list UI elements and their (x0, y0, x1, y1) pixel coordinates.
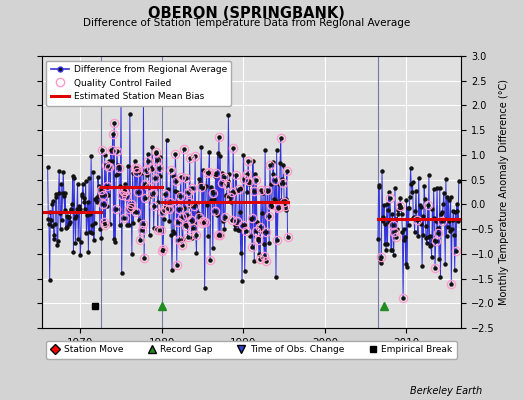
Text: Berkeley Earth: Berkeley Earth (410, 386, 482, 396)
Y-axis label: Monthly Temperature Anomaly Difference (°C): Monthly Temperature Anomaly Difference (… (499, 79, 509, 305)
Text: OBERON (SPRINGBANK): OBERON (SPRINGBANK) (148, 6, 345, 21)
Legend: Station Move, Record Gap, Time of Obs. Change, Empirical Break: Station Move, Record Gap, Time of Obs. C… (47, 341, 456, 359)
Text: Difference of Station Temperature Data from Regional Average: Difference of Station Temperature Data f… (83, 18, 410, 28)
